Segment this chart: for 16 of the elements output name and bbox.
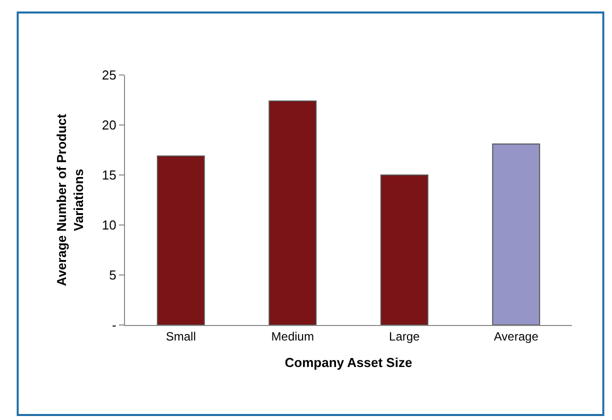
x-tick-label: Small	[166, 329, 196, 344]
bar	[380, 174, 428, 325]
y-tick-label: -	[112, 318, 116, 333]
y-tick-label: 25	[102, 68, 116, 83]
bar	[492, 144, 540, 325]
bar	[156, 156, 205, 325]
y-tick-label: 5	[109, 268, 116, 283]
bar	[268, 100, 317, 325]
x-axis-title: Company Asset Size	[284, 355, 412, 370]
y-tick-label: 20	[102, 118, 116, 133]
x-tick-label: Medium	[271, 329, 314, 344]
x-tick-label: Average	[494, 329, 539, 344]
y-tick-label: 10	[102, 218, 116, 233]
x-tick-label: Large	[389, 329, 420, 344]
y-axis-title: Average Number of Product Variations	[54, 113, 86, 286]
y-tick-label: 15	[102, 168, 116, 183]
